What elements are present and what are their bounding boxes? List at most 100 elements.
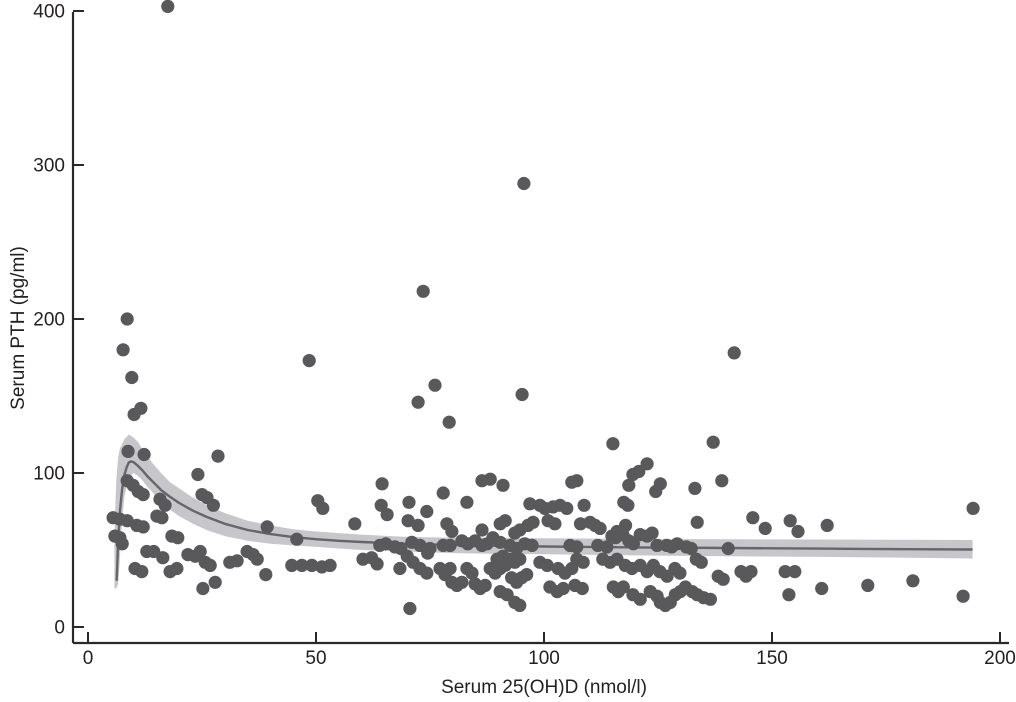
scatter-point — [402, 495, 416, 509]
scatter-point — [520, 568, 534, 582]
scatter-point — [411, 395, 425, 409]
scatter-point — [513, 552, 527, 566]
scatter-point — [416, 284, 430, 298]
confidence-band — [114, 434, 973, 589]
scatter-point — [706, 435, 720, 449]
scatter-point — [116, 343, 130, 357]
scatter-point — [134, 401, 148, 415]
scatter-point — [673, 566, 687, 580]
scatter-point — [121, 444, 135, 458]
scatter-point — [323, 558, 337, 573]
scatter-point — [820, 518, 834, 533]
scatter-point — [791, 524, 805, 539]
scatter-point — [593, 521, 607, 536]
scatter-point — [526, 515, 540, 529]
scatter-point — [460, 495, 474, 509]
scatter-point — [380, 507, 394, 522]
scatter-point — [260, 520, 274, 534]
scatter-point — [788, 565, 802, 579]
scatter-point — [171, 531, 185, 545]
scatter-point — [622, 478, 636, 492]
scatter-point — [556, 581, 570, 596]
scatter-point — [716, 572, 730, 586]
scatter-point — [478, 578, 492, 593]
scatter-point — [156, 551, 170, 565]
scatter-point — [689, 552, 703, 566]
scatter-point — [302, 354, 316, 368]
scatter-point — [137, 447, 151, 462]
scatter-point — [136, 488, 150, 502]
scatter-point — [548, 517, 562, 531]
confidence-band-layer — [114, 434, 973, 589]
scatter-point — [295, 558, 309, 573]
scatter-point — [626, 537, 641, 551]
scatter-point — [513, 598, 527, 613]
scatter-point — [455, 575, 469, 589]
scatter-point — [966, 501, 980, 515]
scatter-point — [778, 565, 792, 579]
scatter-point — [445, 524, 459, 539]
scatter-point — [570, 474, 584, 488]
scatter-point — [575, 581, 589, 596]
x-tick-label: 0 — [83, 648, 94, 669]
scatter-point — [155, 511, 169, 525]
scatter-point — [206, 498, 220, 512]
scatter-point — [211, 449, 225, 463]
scatter-point — [523, 497, 537, 511]
scatter-point — [498, 514, 512, 528]
scatter-point — [375, 477, 389, 491]
scatter-point — [259, 568, 273, 582]
scatter-point — [815, 581, 829, 596]
scatter-point — [721, 541, 735, 556]
scatter-point — [715, 474, 729, 488]
scatter-point — [540, 558, 554, 573]
scatter-point — [443, 538, 457, 553]
scatter-point — [135, 565, 149, 579]
scatter-point — [517, 176, 531, 191]
scatter-point — [230, 554, 244, 568]
scatter-point — [170, 561, 184, 576]
y-tick-label: 300 — [33, 156, 65, 177]
scatter-point — [316, 501, 330, 515]
x-tick-label: 100 — [528, 648, 560, 669]
scatter-point — [370, 557, 384, 571]
scatter-point — [401, 514, 415, 528]
y-tick-label: 200 — [33, 310, 65, 331]
scatter-point — [653, 477, 667, 491]
scatter-point — [193, 544, 207, 559]
scatter-point — [956, 589, 970, 603]
scatter-point — [443, 561, 457, 576]
x-tick-label: 150 — [756, 648, 788, 669]
scatter-point — [136, 520, 150, 534]
scatter-point — [570, 540, 584, 554]
scatter-points-layer — [106, 0, 980, 616]
scatter-point — [650, 538, 664, 553]
scatter-point — [305, 558, 319, 573]
scatter-point — [744, 565, 758, 579]
scatter-point — [208, 575, 222, 589]
y-tick-label: 400 — [33, 2, 65, 23]
scatter-point — [515, 387, 529, 402]
scatter-point — [861, 578, 875, 593]
scatter-point — [645, 526, 659, 540]
scatter-point — [158, 498, 172, 512]
scatter-point — [483, 472, 497, 486]
scatter-point — [403, 601, 417, 616]
y-tick-label: 100 — [33, 464, 65, 485]
scatter-point — [690, 515, 704, 529]
scatter-point — [727, 346, 741, 360]
scatter-point — [633, 592, 647, 606]
scatter-point — [496, 478, 510, 492]
scatter-point — [621, 498, 635, 512]
tick-labels-layer: 0 50 100 150 200 0 100 200 300 400 — [33, 2, 1016, 670]
x-tick-label: 50 — [305, 648, 326, 669]
scatter-point — [577, 498, 591, 512]
scatter-point — [906, 574, 920, 588]
scatter-point — [393, 561, 407, 576]
x-axis-title: Serum 25(OH)D (nmol/l) — [441, 677, 647, 698]
scatter-point — [290, 532, 304, 546]
axes-layer — [71, 10, 1009, 645]
scatter-point — [758, 521, 772, 536]
